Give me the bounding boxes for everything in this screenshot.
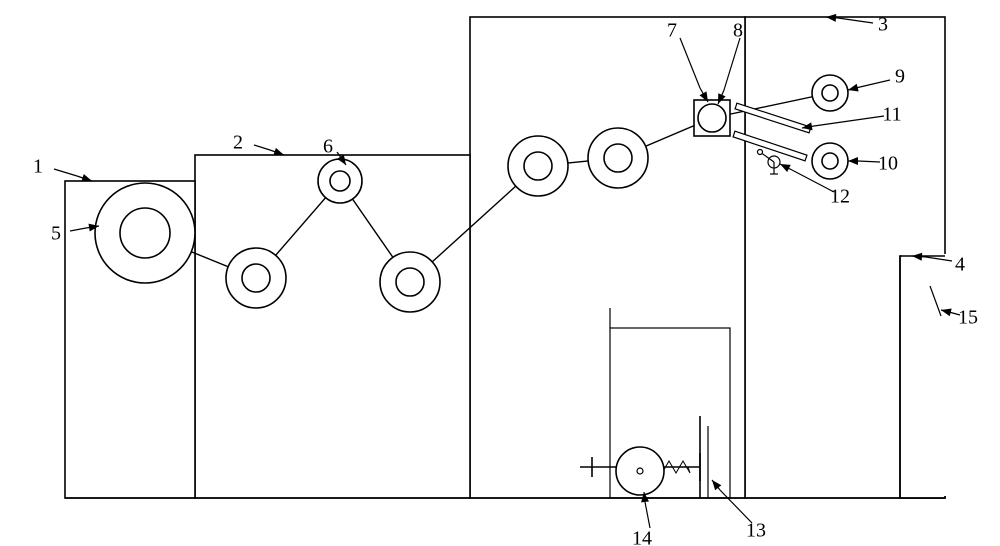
label-6: 6: [323, 136, 333, 158]
roller-b: [380, 252, 440, 312]
label-12: 12: [830, 186, 850, 208]
roller-6: [318, 159, 362, 203]
label-13: 13: [746, 520, 766, 542]
label-8: 8: [733, 20, 743, 42]
label-5: 5: [51, 223, 61, 245]
roller-d: [588, 128, 648, 188]
roller-c: [508, 136, 568, 196]
label-10: 10: [878, 153, 898, 175]
label-14: 14: [632, 528, 652, 546]
label-9: 9: [895, 66, 905, 88]
label-7: 7: [667, 20, 677, 42]
label-1: 1: [33, 156, 43, 178]
roller-5: [95, 183, 195, 283]
roller-9: [812, 75, 848, 111]
roller-a: [226, 248, 286, 308]
roller-10: [812, 143, 848, 179]
label-2: 2: [233, 132, 243, 154]
label-11: 11: [882, 104, 901, 126]
label-4: 4: [955, 254, 965, 276]
label-3: 3: [878, 14, 888, 36]
label-15: 15: [958, 307, 978, 329]
